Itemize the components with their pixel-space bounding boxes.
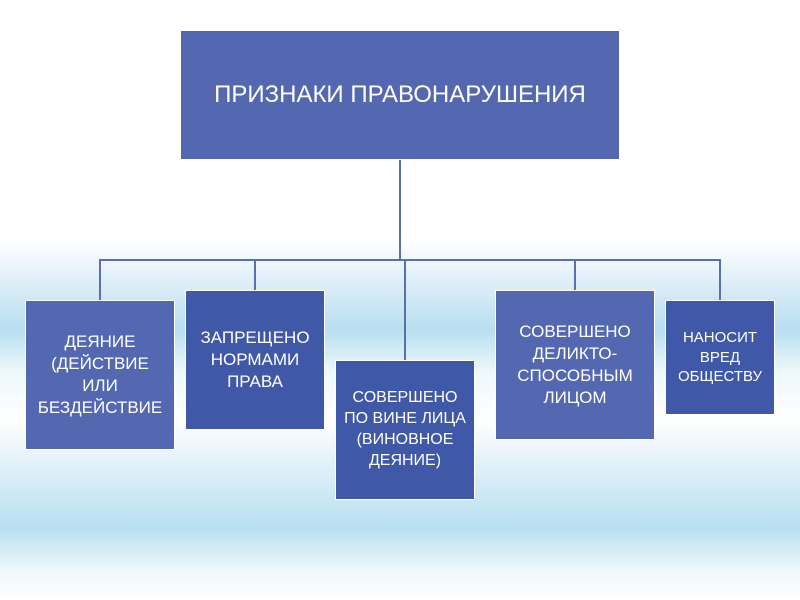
child-label-0: ДЕЯНИЕ (ДЕЙСТВИЕ ИЛИ БЕЗДЕЙСТВИЕ bbox=[32, 331, 168, 419]
child-label-4: НАНОСИТ ВРЕД ОБЩЕСТВУ bbox=[672, 328, 768, 387]
child-label-3: СОВЕРШЕНО ДЕЛИКТО-СПОСОБНЫМ ЛИЦОМ bbox=[502, 321, 648, 409]
child-node-1: ЗАПРЕЩЕНО НОРМАМИ ПРАВА bbox=[185, 290, 325, 430]
connector-line bbox=[404, 259, 406, 360]
connector-line bbox=[574, 259, 576, 290]
connector-line bbox=[719, 259, 721, 300]
child-node-4: НАНОСИТ ВРЕД ОБЩЕСТВУ bbox=[665, 300, 775, 415]
connector-line bbox=[99, 259, 721, 261]
child-label-2: СОВЕРШЕНО ПО ВИНЕ ЛИЦА (ВИНОВНОЕ ДЕЯНИЕ) bbox=[342, 388, 468, 471]
child-node-0: ДЕЯНИЕ (ДЕЙСТВИЕ ИЛИ БЕЗДЕЙСТВИЕ bbox=[25, 300, 175, 450]
connector-line bbox=[399, 160, 401, 260]
connector-line bbox=[254, 259, 256, 290]
child-node-2: СОВЕРШЕНО ПО ВИНЕ ЛИЦА (ВИНОВНОЕ ДЕЯНИЕ) bbox=[335, 360, 475, 500]
child-node-3: СОВЕРШЕНО ДЕЛИКТО-СПОСОБНЫМ ЛИЦОМ bbox=[495, 290, 655, 440]
root-label: ПРИЗНАКИ ПРАВОНАРУШЕНИЯ bbox=[214, 80, 586, 110]
root-node: ПРИЗНАКИ ПРАВОНАРУШЕНИЯ bbox=[180, 30, 620, 160]
child-label-1: ЗАПРЕЩЕНО НОРМАМИ ПРАВА bbox=[192, 327, 318, 393]
connector-line bbox=[99, 259, 101, 300]
